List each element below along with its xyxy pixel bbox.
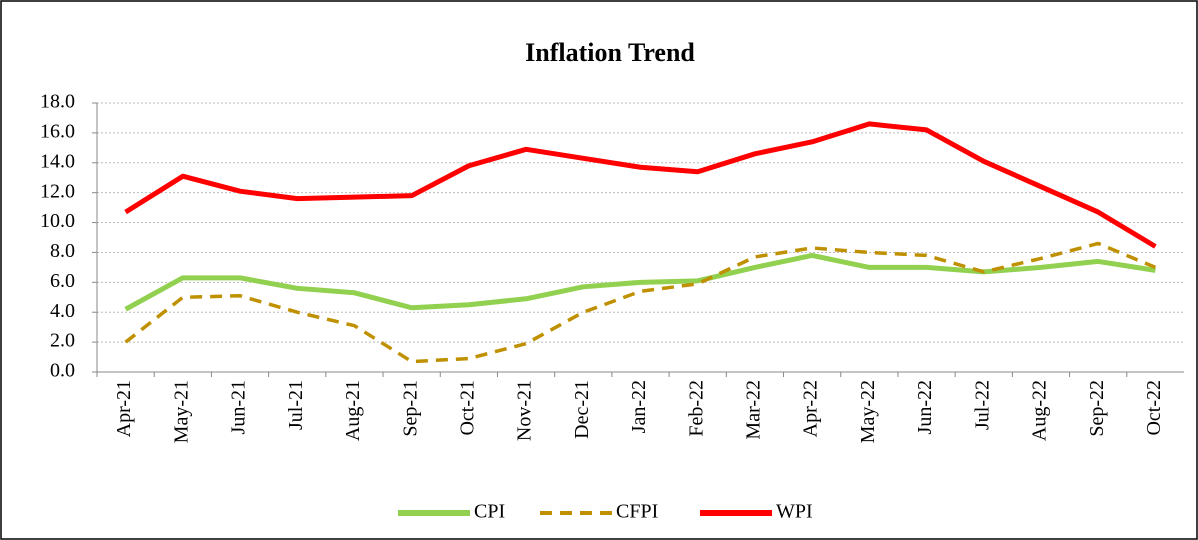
x-tick-label: Jul-22 — [971, 380, 993, 430]
y-tick-label: 2.0 — [50, 330, 75, 352]
y-tick-label: 4.0 — [50, 300, 75, 322]
x-tick-label: Oct-21 — [456, 380, 478, 436]
legend-label: CFPI — [616, 501, 658, 523]
x-tick-label: Jan-22 — [628, 380, 650, 433]
x-tick-label: Sep-21 — [399, 380, 421, 437]
x-tick-label: Jul-21 — [285, 380, 307, 430]
y-tick-label: 8.0 — [50, 240, 75, 262]
y-tick-label: 18.0 — [40, 91, 75, 113]
x-tick-label: May-22 — [857, 380, 879, 443]
line-series — [124, 121, 1157, 249]
y-tick-label: 16.0 — [40, 120, 75, 142]
x-tick-label: Nov-21 — [514, 380, 536, 441]
x-tick-label: Apr-21 — [113, 380, 135, 437]
legend-label: WPI — [776, 501, 813, 523]
x-tick-label: Mar-22 — [743, 380, 765, 440]
x-tick-label: Dec-21 — [571, 380, 593, 439]
x-tick-label: Jun-21 — [228, 380, 250, 434]
line-series — [124, 241, 1157, 364]
x-tick-label: Apr-22 — [800, 380, 822, 437]
chart-title: Inflation Trend — [525, 38, 695, 67]
y-tick-label: 6.0 — [50, 270, 75, 292]
x-tick-label: Oct-22 — [1143, 380, 1165, 436]
x-tick-label: Aug-22 — [1029, 380, 1051, 441]
y-tick-label: 0.0 — [50, 360, 75, 382]
y-tick-label: 12.0 — [40, 180, 75, 202]
x-tick-label: May-21 — [170, 380, 192, 443]
x-tick-label: Feb-22 — [685, 380, 707, 437]
y-tick-label: 10.0 — [40, 210, 75, 232]
legend-label: CPI — [474, 501, 505, 523]
x-tick-label: Sep-22 — [1086, 380, 1108, 437]
y-tick-label: 14.0 — [40, 150, 75, 172]
x-tick-label: Jun-22 — [914, 380, 936, 434]
x-tick-label: Aug-21 — [342, 380, 364, 441]
